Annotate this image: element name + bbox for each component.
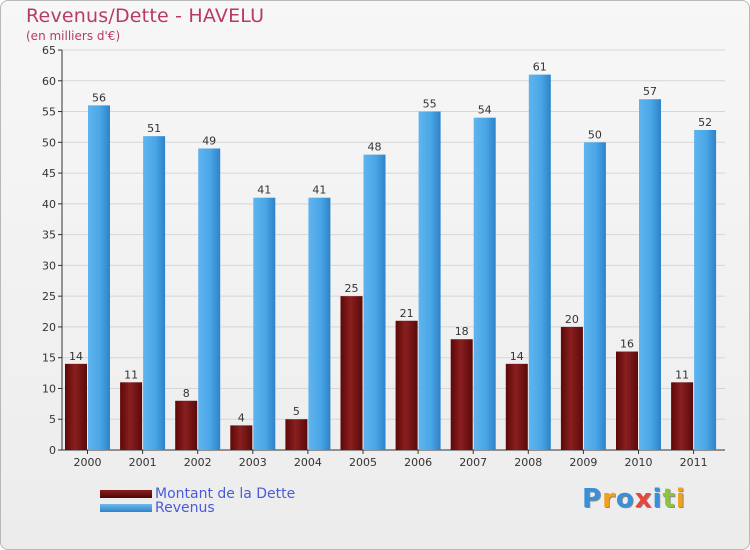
- bar-revenus: [639, 99, 661, 450]
- x-tick-label: 2001: [129, 456, 157, 469]
- bar-dette: [395, 320, 418, 450]
- bar-dette: [340, 296, 363, 450]
- data-label-revenus: 61: [533, 61, 547, 74]
- y-tick-label: 50: [42, 136, 56, 149]
- y-tick-label: 30: [42, 259, 56, 272]
- bar-dette: [230, 425, 253, 450]
- data-label-dette: 20: [565, 313, 579, 326]
- logo-letter: o: [615, 484, 635, 514]
- x-tick-label: 2008: [514, 456, 542, 469]
- chart-subtitle: (en milliers d'€): [26, 29, 121, 43]
- data-label-revenus: 54: [478, 104, 492, 117]
- x-tick-label: 2002: [184, 456, 212, 469]
- data-label-dette: 11: [675, 368, 689, 381]
- data-label-revenus: 41: [257, 184, 271, 197]
- y-tick-label: 55: [42, 106, 56, 119]
- bar-revenus: [694, 130, 717, 450]
- x-tick-label: 2010: [625, 456, 653, 469]
- y-tick-label: 10: [42, 382, 56, 395]
- data-label-revenus: 50: [588, 128, 602, 141]
- y-tick-label: 20: [42, 321, 56, 334]
- bar-dette: [120, 382, 143, 450]
- bar-revenus: [528, 74, 551, 450]
- legend-swatch-dette: [100, 490, 152, 498]
- y-tick-label: 35: [42, 229, 56, 242]
- data-label-dette: 5: [293, 405, 300, 418]
- logo-letter: P: [582, 484, 603, 514]
- bar-revenus: [143, 136, 166, 450]
- x-tick-label: 2007: [459, 456, 487, 469]
- y-tick-label: 65: [42, 44, 56, 57]
- y-tick-label: 25: [42, 290, 56, 303]
- chart-title: Revenus/Dette - HAVELU: [26, 5, 265, 27]
- data-label-revenus: 55: [423, 98, 437, 111]
- data-label-dette: 18: [455, 325, 469, 338]
- bar-revenus: [308, 197, 331, 450]
- logo-letter: r: [602, 484, 616, 514]
- logo-letter: i: [652, 484, 663, 514]
- bar-dette: [285, 419, 308, 450]
- data-labels: 14 56 11 51 8 49 4 41 5 41 25 48 21 55 18 54 14 61 20 50 16 5…: [69, 61, 712, 425]
- y-tick-label: 15: [42, 352, 56, 365]
- bar-dette: [65, 363, 87, 450]
- bar-revenus: [253, 197, 276, 450]
- data-label-revenus: 52: [698, 116, 712, 129]
- bar-dette: [505, 363, 528, 450]
- data-label-dette: 4: [238, 411, 245, 424]
- logo-letter: i: [675, 484, 686, 514]
- bar-revenus: [473, 117, 496, 450]
- bar-dette: [560, 326, 583, 450]
- data-label-dette: 8: [183, 387, 190, 400]
- data-label-revenus: 56: [92, 91, 106, 104]
- x-tick-label: 2005: [349, 456, 377, 469]
- y-tick-label: 0: [49, 444, 56, 457]
- y-tick-label: 45: [42, 167, 56, 180]
- x-tick-label: 2011: [680, 456, 708, 469]
- data-label-dette: 14: [510, 350, 524, 363]
- logo-letter: t: [662, 484, 676, 514]
- data-label-revenus: 51: [147, 122, 161, 135]
- bar-dette: [450, 339, 473, 450]
- x-tick-label: 2004: [294, 456, 322, 469]
- data-label-revenus: 41: [312, 184, 326, 197]
- data-label-dette: 11: [124, 368, 138, 381]
- bar-revenus: [198, 148, 221, 450]
- x-tick-label: 2009: [569, 456, 597, 469]
- proxiti-logo: Proxiti: [582, 484, 686, 514]
- bar-dette: [175, 400, 198, 450]
- legend-swatch-revenus: [100, 504, 152, 512]
- legend-label-revenus: Revenus: [155, 500, 215, 516]
- data-label-revenus: 49: [202, 134, 216, 147]
- y-tick-label: 60: [42, 75, 56, 88]
- x-tick-label: 2003: [239, 456, 267, 469]
- data-label-revenus: 57: [643, 85, 657, 98]
- logo-letter: x: [634, 484, 653, 514]
- y-tick-label: 40: [42, 198, 56, 211]
- data-label-dette: 14: [69, 350, 83, 363]
- bar-dette: [671, 382, 694, 450]
- bar-revenus: [583, 142, 606, 451]
- x-tick-label: 2000: [74, 456, 102, 469]
- bar-revenus: [418, 111, 441, 451]
- y-tick-label: 5: [49, 413, 56, 426]
- data-label-revenus: 48: [368, 141, 382, 154]
- legend-label-dette: Montant de la Dette: [155, 486, 296, 502]
- data-label-dette: 21: [400, 307, 414, 320]
- bar-revenus: [363, 154, 386, 450]
- data-label-dette: 25: [345, 282, 359, 295]
- bar-revenus: [88, 105, 110, 450]
- grid-lines: [62, 49, 725, 420]
- data-label-dette: 16: [620, 338, 634, 351]
- bars: [65, 74, 717, 451]
- x-tick-label: 2006: [404, 456, 432, 469]
- bar-dette: [616, 351, 638, 450]
